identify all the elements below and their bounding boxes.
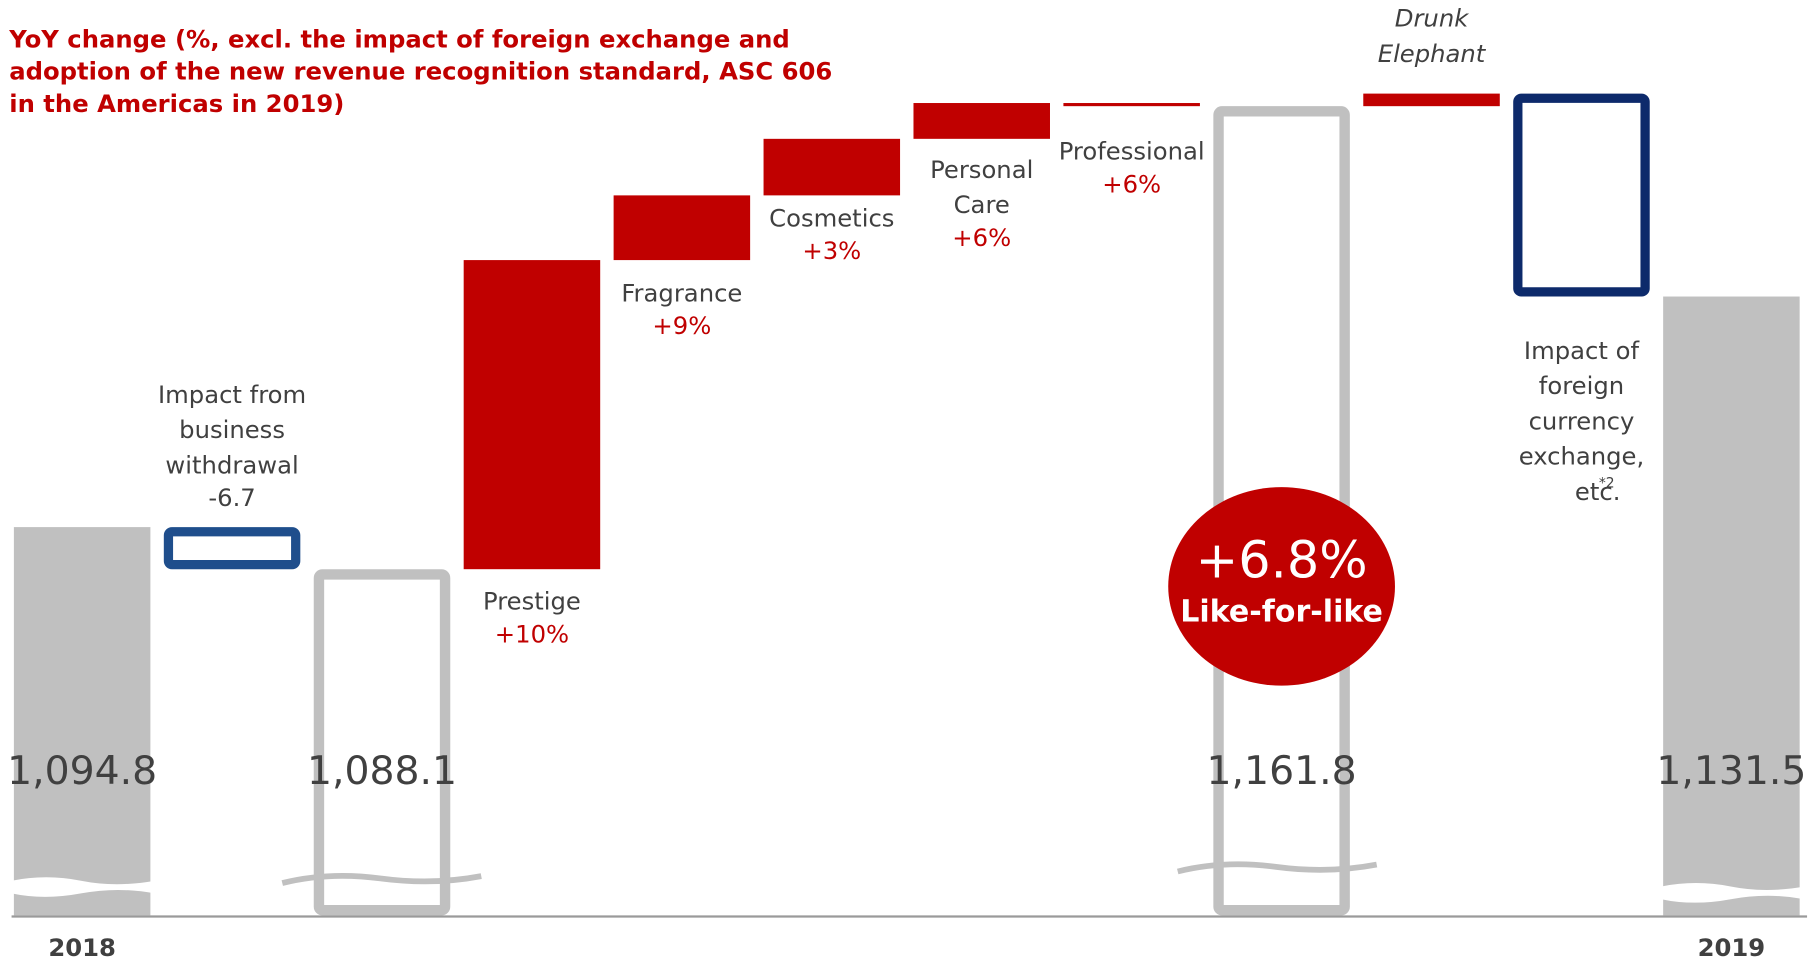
category-label: Cosmetics — [769, 203, 894, 232]
value-label: 1,131.5 — [1656, 749, 1806, 794]
value-label: 1,094.8 — [7, 749, 157, 794]
bar — [1063, 103, 1200, 107]
axis-break — [1661, 883, 1805, 903]
chart-title: adoption of the new revenue recognition … — [9, 57, 832, 86]
axis-break — [281, 872, 482, 886]
axis-break — [1177, 861, 1378, 875]
category-label: exchange, — [1519, 442, 1645, 471]
category-label: business — [179, 415, 285, 444]
badge-label: Like-for-like — [1180, 594, 1383, 629]
bar — [163, 527, 301, 570]
change-label: +6% — [1102, 169, 1161, 198]
badge — [1168, 487, 1395, 686]
bar — [463, 260, 601, 570]
category-label: Personal — [930, 155, 1033, 184]
change-label: +9% — [652, 311, 711, 340]
category-label: Drunk — [1395, 4, 1469, 33]
category-label: Fragrance — [621, 278, 742, 307]
bar — [1663, 296, 1800, 916]
category-label: withdrawal — [165, 450, 298, 479]
category-label: Care — [954, 190, 1010, 219]
bar — [613, 195, 751, 261]
bar — [13, 527, 151, 916]
chart-title: in the Americas in 2019) — [9, 89, 344, 118]
category-label: foreign — [1539, 371, 1624, 400]
bar — [1363, 93, 1500, 107]
category-label: Elephant — [1378, 39, 1487, 68]
bar — [763, 138, 901, 196]
category-label: Impact of — [1524, 336, 1640, 365]
category-label: 2018 — [48, 933, 116, 962]
value-label: 1,161.8 — [1207, 749, 1357, 794]
category-label: Prestige — [483, 587, 581, 616]
change-label: +10% — [495, 619, 569, 648]
axis-break — [11, 877, 156, 897]
footnote-mark: *2 — [1599, 476, 1615, 492]
value-label: 1,088.1 — [307, 749, 457, 794]
axis-breaks — [11, 861, 1808, 918]
bar — [913, 103, 1050, 139]
badge-value: +6.8% — [1196, 530, 1368, 589]
chart-title: YoY change (%, excl. the impact of forei… — [8, 24, 790, 53]
category-label: etc. — [1575, 477, 1621, 506]
category-label: 2019 — [1698, 933, 1766, 962]
bar — [1513, 93, 1650, 297]
bar — [313, 569, 451, 916]
labels: YoY change (%, excl. the impact of forei… — [7, 4, 1806, 962]
category-label: currency — [1529, 406, 1635, 435]
category-label: Impact from — [158, 380, 306, 409]
value-label: -6.7 — [208, 483, 255, 512]
category-label: Professional — [1059, 136, 1205, 165]
change-label: +6% — [952, 223, 1011, 252]
change-label: +3% — [802, 236, 861, 265]
marks — [13, 93, 1800, 916]
